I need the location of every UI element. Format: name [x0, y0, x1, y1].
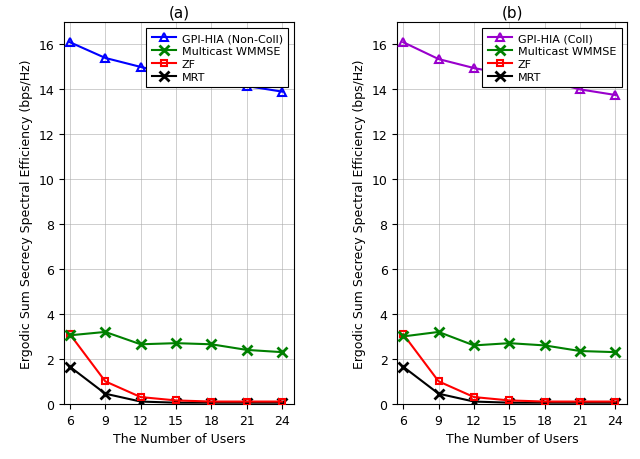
GPI-HIA (Non-Coll)	[243, 84, 251, 90]
GPI-HIA (Coll)	[399, 40, 407, 46]
Multicast WMMSE	[576, 348, 584, 354]
MRT	[172, 400, 180, 406]
Line: GPI-HIA (Coll): GPI-HIA (Coll)	[399, 39, 620, 100]
Multicast WMMSE	[207, 342, 215, 347]
ZF	[243, 399, 251, 404]
MRT	[66, 364, 74, 369]
GPI-HIA (Coll)	[470, 66, 478, 72]
Multicast WMMSE	[172, 341, 180, 346]
Line: Multicast WMMSE: Multicast WMMSE	[65, 327, 287, 357]
Multicast WMMSE	[506, 341, 513, 346]
Y-axis label: Ergodic Sum Secrecy Spectral Efficiency (bps/Hz): Ergodic Sum Secrecy Spectral Efficiency …	[20, 59, 33, 368]
Multicast WMMSE	[399, 334, 407, 340]
MRT	[101, 391, 109, 397]
Title: (a): (a)	[168, 6, 189, 20]
Legend: GPI-HIA (Coll), Multicast WMMSE, ZF, MRT: GPI-HIA (Coll), Multicast WMMSE, ZF, MRT	[482, 28, 621, 88]
ZF	[506, 398, 513, 403]
Line: ZF: ZF	[67, 331, 285, 405]
MRT	[470, 399, 478, 404]
X-axis label: The Number of Users: The Number of Users	[446, 432, 579, 445]
Legend: GPI-HIA (Non-Coll), Multicast WMMSE, ZF, MRT: GPI-HIA (Non-Coll), Multicast WMMSE, ZF,…	[146, 28, 289, 88]
ZF	[66, 332, 74, 337]
MRT	[207, 400, 215, 406]
Y-axis label: Ergodic Sum Secrecy Spectral Efficiency (bps/Hz): Ergodic Sum Secrecy Spectral Efficiency …	[353, 59, 366, 368]
Multicast WMMSE	[541, 343, 548, 348]
ZF	[207, 399, 215, 404]
ZF	[172, 398, 180, 403]
GPI-HIA (Non-Coll)	[278, 90, 286, 95]
ZF	[278, 399, 286, 404]
GPI-HIA (Non-Coll)	[207, 77, 215, 83]
GPI-HIA (Coll)	[541, 78, 548, 84]
Multicast WMMSE	[435, 330, 442, 335]
Title: (b): (b)	[502, 6, 523, 20]
Line: Multicast WMMSE: Multicast WMMSE	[398, 327, 620, 357]
MRT	[435, 391, 442, 397]
ZF	[101, 379, 109, 384]
MRT	[506, 400, 513, 406]
Line: GPI-HIA (Non-Coll): GPI-HIA (Non-Coll)	[66, 39, 286, 96]
Multicast WMMSE	[470, 343, 478, 348]
ZF	[576, 399, 584, 404]
GPI-HIA (Coll)	[576, 87, 584, 93]
MRT	[243, 400, 251, 406]
MRT	[137, 399, 145, 404]
MRT	[541, 400, 548, 406]
ZF	[137, 394, 145, 400]
MRT	[576, 400, 584, 406]
GPI-HIA (Coll)	[435, 57, 442, 63]
Multicast WMMSE	[243, 347, 251, 353]
GPI-HIA (Coll)	[506, 73, 513, 78]
ZF	[541, 399, 548, 404]
ZF	[612, 399, 620, 404]
GPI-HIA (Coll)	[612, 93, 620, 99]
Multicast WMMSE	[612, 350, 620, 355]
ZF	[399, 332, 407, 337]
X-axis label: The Number of Users: The Number of Users	[113, 432, 245, 445]
GPI-HIA (Non-Coll)	[137, 65, 145, 71]
Multicast WMMSE	[101, 330, 109, 335]
MRT	[399, 364, 407, 369]
Line: MRT: MRT	[65, 362, 287, 408]
Line: MRT: MRT	[398, 362, 620, 408]
GPI-HIA (Non-Coll)	[172, 73, 180, 78]
GPI-HIA (Non-Coll)	[66, 40, 74, 46]
Multicast WMMSE	[66, 333, 74, 338]
Line: ZF: ZF	[400, 331, 619, 405]
Multicast WMMSE	[137, 342, 145, 347]
MRT	[612, 400, 620, 406]
GPI-HIA (Non-Coll)	[101, 56, 109, 62]
MRT	[278, 400, 286, 406]
ZF	[435, 379, 442, 384]
Multicast WMMSE	[278, 350, 286, 355]
ZF	[470, 394, 478, 400]
